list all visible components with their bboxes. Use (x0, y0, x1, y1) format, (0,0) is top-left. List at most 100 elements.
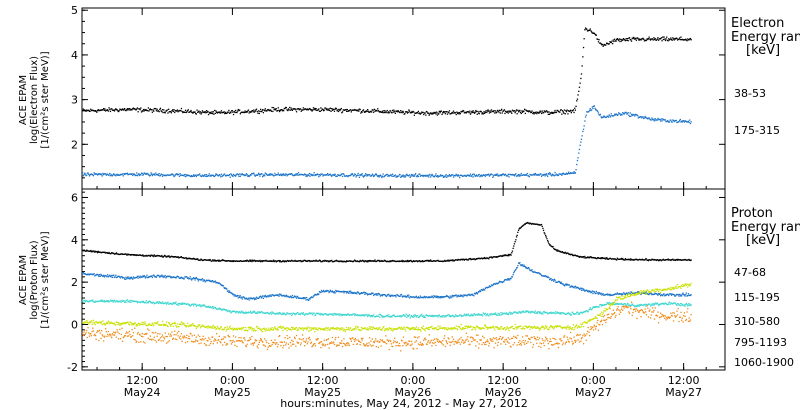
data-point (382, 112, 384, 114)
data-point (592, 107, 594, 110)
data-point (283, 107, 285, 110)
data-point (390, 295, 392, 297)
data-point (354, 292, 356, 294)
data-point (552, 311, 554, 314)
data-point (308, 297, 310, 300)
data-point (459, 112, 461, 114)
data-point (479, 176, 481, 178)
data-point (540, 312, 542, 314)
data-point (557, 281, 559, 283)
data-point (241, 174, 243, 176)
data-point (415, 173, 417, 175)
data-point (569, 286, 571, 288)
data-point (598, 306, 600, 308)
data-point (640, 293, 642, 296)
data-point (341, 261, 344, 263)
data-point (95, 251, 97, 253)
data-point (188, 304, 191, 306)
data-point (656, 38, 658, 40)
data-point (212, 174, 214, 177)
data-point (92, 319, 95, 321)
data-point (443, 260, 445, 262)
data-point (116, 321, 118, 323)
data-point (272, 329, 274, 331)
data-point (537, 173, 539, 176)
data-point (95, 173, 97, 175)
data-point (105, 252, 107, 254)
data-point (579, 82, 581, 84)
data-point (333, 292, 335, 294)
data-point (130, 109, 132, 111)
data-point (521, 174, 524, 176)
data-point (523, 224, 525, 226)
data-point (225, 330, 227, 332)
data-point (398, 260, 400, 263)
data-point (90, 249, 92, 252)
data-point (107, 300, 109, 302)
data-point (158, 255, 160, 257)
data-point (235, 109, 237, 112)
data-point (522, 174, 524, 176)
data-point (161, 254, 163, 257)
data-point (135, 174, 137, 176)
data-point (684, 39, 686, 41)
proton-ytick-label: 4 (71, 234, 78, 247)
data-point (323, 313, 325, 315)
data-point (294, 328, 296, 330)
data-point (616, 38, 618, 40)
data-point (639, 259, 641, 261)
data-point (394, 175, 396, 177)
data-point (159, 324, 162, 326)
data-point (230, 328, 232, 330)
data-point (242, 260, 244, 262)
data-point (368, 260, 370, 263)
data-point (583, 311, 585, 313)
data-point (572, 109, 574, 111)
data-point (318, 176, 320, 178)
data-point (137, 323, 139, 325)
data-point (114, 276, 116, 278)
data-point (239, 312, 241, 314)
data-point (140, 172, 143, 174)
data-point (450, 296, 453, 298)
data-point (361, 292, 363, 294)
data-point (643, 304, 645, 306)
data-point (117, 323, 119, 326)
data-point (143, 275, 145, 277)
data-point (128, 108, 130, 110)
data-point (561, 251, 563, 253)
data-point (650, 38, 652, 40)
data-point (400, 176, 402, 178)
data-point (522, 265, 524, 268)
data-point (440, 316, 442, 318)
data-point (279, 294, 281, 296)
data-point (666, 293, 669, 295)
data-point (685, 259, 687, 261)
data-point (678, 304, 680, 306)
data-point (540, 111, 542, 113)
data-point (684, 305, 686, 307)
data-point (105, 174, 107, 176)
data-point (616, 292, 618, 294)
data-point (442, 296, 444, 299)
data-point (513, 270, 516, 273)
data-point (351, 109, 353, 111)
data-point (142, 276, 145, 278)
data-point (323, 174, 325, 176)
data-point (172, 110, 174, 113)
data-point (258, 327, 260, 329)
data-point (427, 259, 429, 262)
data-point (337, 174, 340, 176)
data-point (207, 325, 210, 327)
data-point (96, 273, 98, 276)
data-point (128, 323, 130, 325)
data-point (368, 111, 370, 113)
data-point (251, 312, 253, 314)
data-point (432, 260, 434, 262)
data-point (362, 109, 365, 111)
data-point (319, 110, 321, 112)
data-point (384, 175, 386, 177)
data-point (134, 254, 137, 256)
data-point (108, 275, 110, 277)
data-point (408, 314, 411, 316)
